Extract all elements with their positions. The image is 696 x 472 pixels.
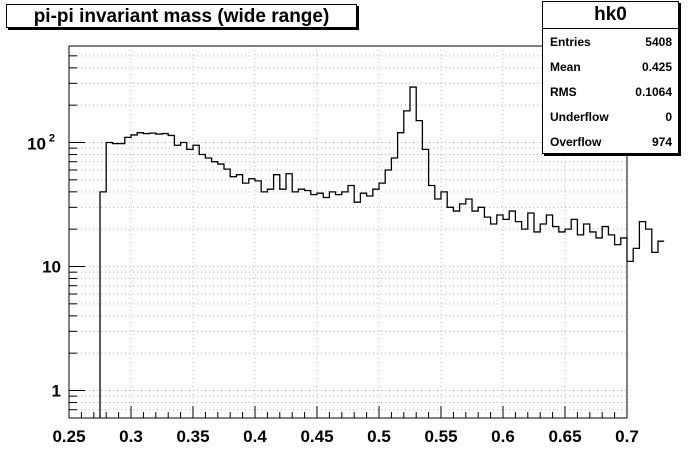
x-tick-label: 0.35 — [176, 427, 209, 446]
y-tick-label: 10 — [42, 257, 61, 276]
stats-row-rms: RMS 0.1064 — [543, 79, 678, 104]
x-tick-label: 0.45 — [300, 427, 333, 446]
stats-value: 5408 — [645, 35, 672, 49]
stats-value: 0 — [665, 110, 672, 124]
x-tick-label: 0.55 — [424, 427, 457, 446]
stats-histogram-name: hk0 — [543, 2, 678, 29]
axis-layer: 0.25 0.3 0.35 0.4 0.45 0.5 0.55 0.6 0.65 0.7 1 10 10… — [27, 45, 639, 446]
stats-value: 0.1064 — [635, 85, 672, 99]
x-tick-label: 0.7 — [615, 427, 639, 446]
stats-row-entries: Entries 5408 — [543, 29, 678, 54]
stats-row-mean: Mean 0.425 — [543, 54, 678, 79]
y-tick-exponent: 2 — [49, 132, 55, 144]
plot-frame — [68, 45, 628, 419]
stats-row-underflow: Underflow 0 — [543, 104, 678, 129]
x-tick-label: 0.5 — [367, 427, 391, 446]
grid-layer — [69, 45, 627, 419]
stats-box: hk0 Entries 5408 Mean 0.425 RMS 0.1064 U… — [542, 1, 679, 154]
stats-label: Overflow — [550, 135, 602, 149]
y-tick-label: 10 — [27, 134, 46, 153]
stats-value: 974 — [651, 135, 672, 149]
stats-value: 0.425 — [641, 60, 672, 74]
histogram-outline — [99, 86, 665, 418]
x-tick-label: 0.25 — [52, 427, 85, 446]
x-tick-label: 0.4 — [243, 427, 267, 446]
x-tick-label: 0.65 — [548, 427, 581, 446]
stats-row-overflow: Overflow 974 — [543, 129, 678, 154]
stats-label: Entries — [550, 35, 591, 49]
title-box: pi-pi invariant mass (wide range) — [6, 4, 357, 28]
y-tick-label: 1 — [52, 381, 61, 400]
histogram-layer — [99, 86, 665, 418]
plot-title: pi-pi invariant mass (wide range) — [33, 6, 330, 27]
stats-label: RMS — [550, 85, 577, 99]
x-tick-label: 0.3 — [119, 427, 143, 446]
stats-label: Underflow — [550, 110, 609, 124]
x-tick-label: 0.6 — [491, 427, 515, 446]
stats-label: Mean — [550, 60, 581, 74]
